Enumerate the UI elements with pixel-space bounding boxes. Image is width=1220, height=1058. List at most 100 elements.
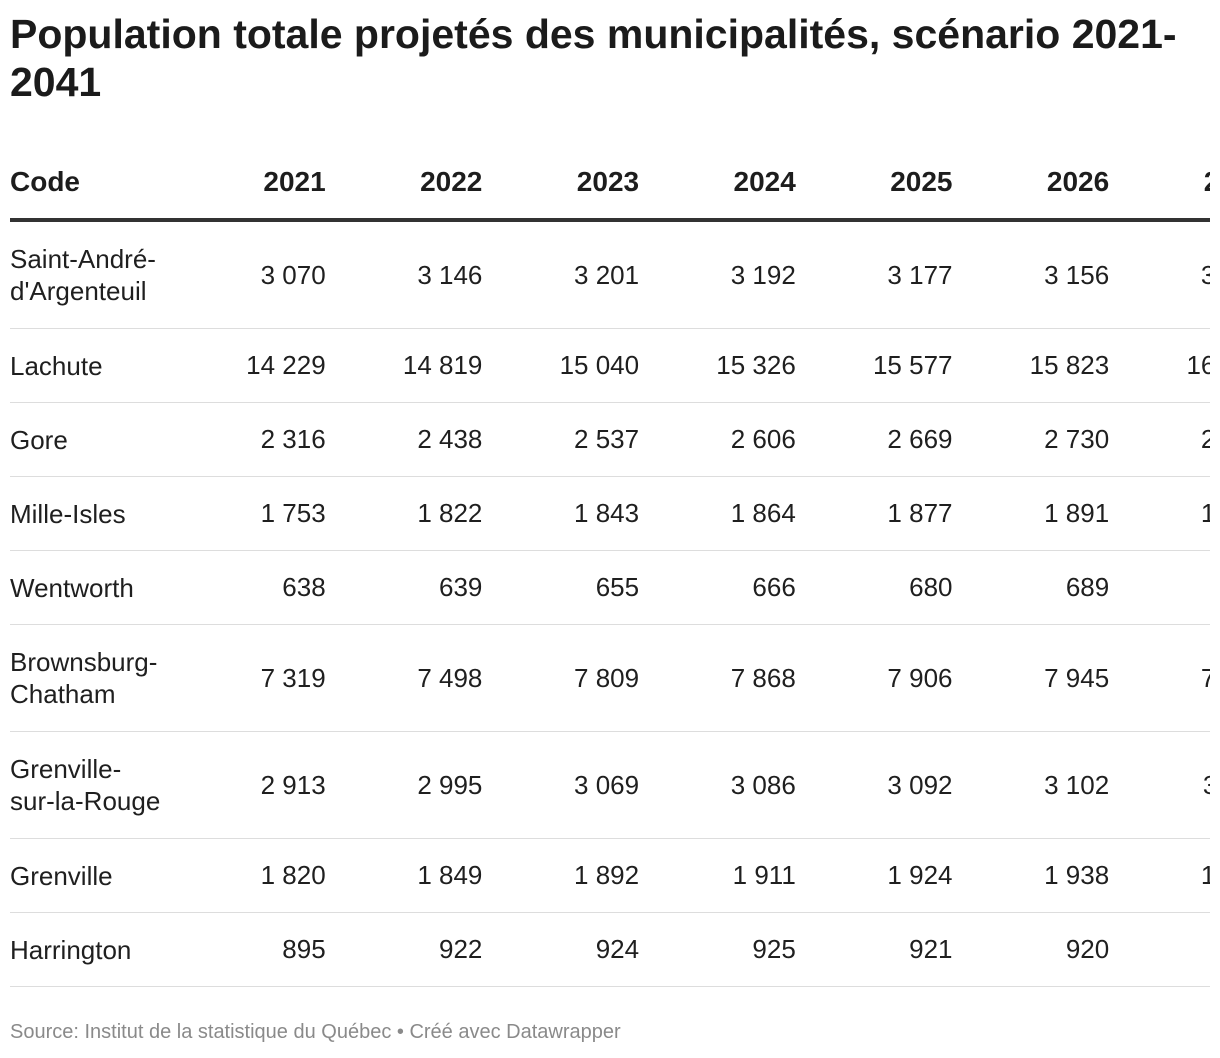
population-value-cell: 2 669 <box>799 402 957 477</box>
population-value-cell: 1 877 <box>799 476 957 551</box>
population-value-cell: 15 823 <box>956 328 1114 403</box>
population-value-cell: 639 <box>329 550 487 625</box>
population-value-cell: 2 606 <box>643 402 800 477</box>
population-value-cell: 666 <box>643 550 800 625</box>
table-row: Grenville 1 820 1 849 1 892 1 911 1 924 1 938 1… <box>10 838 1210 913</box>
source-note: Source: Institut de la statistique du Qu… <box>10 1021 621 1043</box>
population-table: Code 2021 2022 2023 2024 2025 2026 2027 … <box>10 146 1210 987</box>
population-value-cell: 1 903 <box>1113 476 1210 551</box>
population-value-cell: 925 <box>643 912 800 987</box>
population-value-cell: 7 868 <box>643 624 800 732</box>
population-value-cell: 14 229 <box>172 328 330 403</box>
population-value-cell: 2 537 <box>486 402 644 477</box>
population-value-cell: 1 820 <box>172 838 330 913</box>
population-value-cell: 3 192 <box>643 220 800 329</box>
column-header-2025[interactable]: 2025 <box>799 146 957 222</box>
population-value-cell: 7 809 <box>486 624 644 732</box>
column-header-code[interactable]: Code <box>10 146 173 222</box>
municipality-name-cell: Harrington <box>10 912 173 987</box>
column-header-2024[interactable]: 2024 <box>643 146 800 222</box>
population-value-cell: 1 938 <box>956 838 1114 913</box>
municipality-name-line: Lachute <box>10 350 103 381</box>
population-value-cell: 2 730 <box>956 402 1114 477</box>
population-value-cell: 1 891 <box>956 476 1114 551</box>
municipality-name-cell: Grenville <box>10 838 173 913</box>
header-row: Code 2021 2022 2023 2024 2025 2026 2027 <box>10 146 1210 222</box>
municipality-name-line: sur-la-Rouge <box>10 786 161 816</box>
population-value-cell: 2 913 <box>172 731 330 839</box>
population-value-cell: 15 326 <box>643 328 800 403</box>
population-value-cell: 3 070 <box>172 220 330 329</box>
population-value-cell: 1 924 <box>799 838 957 913</box>
municipality-name-line: Mille-Isles <box>10 498 126 529</box>
column-header-2023[interactable]: 2023 <box>486 146 644 222</box>
population-value-cell: 655 <box>486 550 644 625</box>
population-value-cell: 1 822 <box>329 476 487 551</box>
population-value-cell: 3 137 <box>1113 220 1210 329</box>
column-header-2027[interactable]: 2027 <box>1113 146 1210 222</box>
municipality-name-cell: Wentworth <box>10 550 173 625</box>
table-row: Grenville-sur-la-Rouge 2 913 2 995 3 069 3 0… <box>10 731 1210 839</box>
population-value-cell: 2 316 <box>172 402 330 477</box>
population-value-cell: 2 995 <box>329 731 487 839</box>
population-value-cell: 3 102 <box>956 731 1114 839</box>
population-value-cell: 2 438 <box>329 402 487 477</box>
table-row: Mille-Isles 1 753 1 822 1 843 1 864 1 877 1 89… <box>10 476 1210 551</box>
population-value-cell: 7 982 <box>1113 624 1210 732</box>
population-value-cell: 7 945 <box>956 624 1114 732</box>
municipality-name-line: Grenville- <box>10 754 122 784</box>
municipality-name-cell: Saint-André-d'Argenteuil <box>10 220 173 329</box>
municipality-name-cell: Brownsburg- Chatham <box>10 624 173 732</box>
municipality-name-line: Grenville <box>10 860 113 891</box>
municipality-name-line: Harrington <box>10 934 132 965</box>
column-header-2022[interactable]: 2022 <box>329 146 487 222</box>
municipality-name-cell: Gore <box>10 402 173 477</box>
municipality-name-line: Wentworth <box>10 572 134 603</box>
population-value-cell: 3 086 <box>643 731 800 839</box>
population-value-cell: 3 113 <box>1113 731 1210 839</box>
population-value-cell: 920 <box>956 912 1114 987</box>
population-value-cell: 922 <box>329 912 487 987</box>
municipality-name-cell: Mille-Isles <box>10 476 173 551</box>
population-value-cell: 638 <box>172 550 330 625</box>
population-value-cell: 16 066 <box>1113 328 1210 403</box>
population-value-cell: 1 864 <box>643 476 800 551</box>
population-value-cell: 7 906 <box>799 624 957 732</box>
table-row: Wentworth 638639655666680689701 <box>10 550 1210 625</box>
population-value-cell: 701 <box>1113 550 1210 625</box>
municipality-name-line: Chatham <box>10 679 116 709</box>
municipality-name-line: Gore <box>10 424 68 455</box>
population-value-cell: 1 892 <box>486 838 644 913</box>
population-value-cell: 689 <box>956 550 1114 625</box>
population-value-cell: 3 069 <box>486 731 644 839</box>
column-header-2026[interactable]: 2026 <box>956 146 1114 222</box>
population-value-cell: 7 498 <box>329 624 487 732</box>
table-row: Brownsburg- Chatham 7 319 7 498 7 809 7 868 7 … <box>10 624 1210 732</box>
population-value-cell: 3 156 <box>956 220 1114 329</box>
population-value-cell: 680 <box>799 550 957 625</box>
municipality-name-line: Brownsburg- <box>10 647 158 677</box>
population-value-cell: 921 <box>799 912 957 987</box>
population-value-cell: 1 849 <box>329 838 487 913</box>
population-value-cell: 7 319 <box>172 624 330 732</box>
population-value-cell: 3 092 <box>799 731 957 839</box>
table-row: Harrington 895922924925921920917 <box>10 912 1210 987</box>
population-value-cell: 2 788 <box>1113 402 1210 477</box>
data-table-container[interactable]: Code 2021 2022 2023 2024 2025 2026 2027 … <box>10 146 1210 987</box>
population-value-cell: 895 <box>172 912 330 987</box>
population-value-cell: 3 177 <box>799 220 957 329</box>
population-value-cell: 1 753 <box>172 476 330 551</box>
municipality-name-cell: Grenville-sur-la-Rouge <box>10 731 173 839</box>
population-value-cell: 1 911 <box>643 838 800 913</box>
column-header-2021[interactable]: 2021 <box>172 146 330 222</box>
population-value-cell: 1 949 <box>1113 838 1210 913</box>
municipality-name-line: d'Argenteuil <box>10 276 147 306</box>
population-value-cell: 924 <box>486 912 644 987</box>
population-value-cell: 3 146 <box>329 220 487 329</box>
municipality-name-cell: Lachute <box>10 328 173 403</box>
table-row: Saint-André-d'Argenteuil 3 070 3 146 3 201 3… <box>10 220 1210 329</box>
population-value-cell: 917 <box>1113 912 1210 987</box>
chart-title: Population totale projetés des municipal… <box>10 11 1177 105</box>
municipality-name-line: Saint-André- <box>10 244 156 274</box>
